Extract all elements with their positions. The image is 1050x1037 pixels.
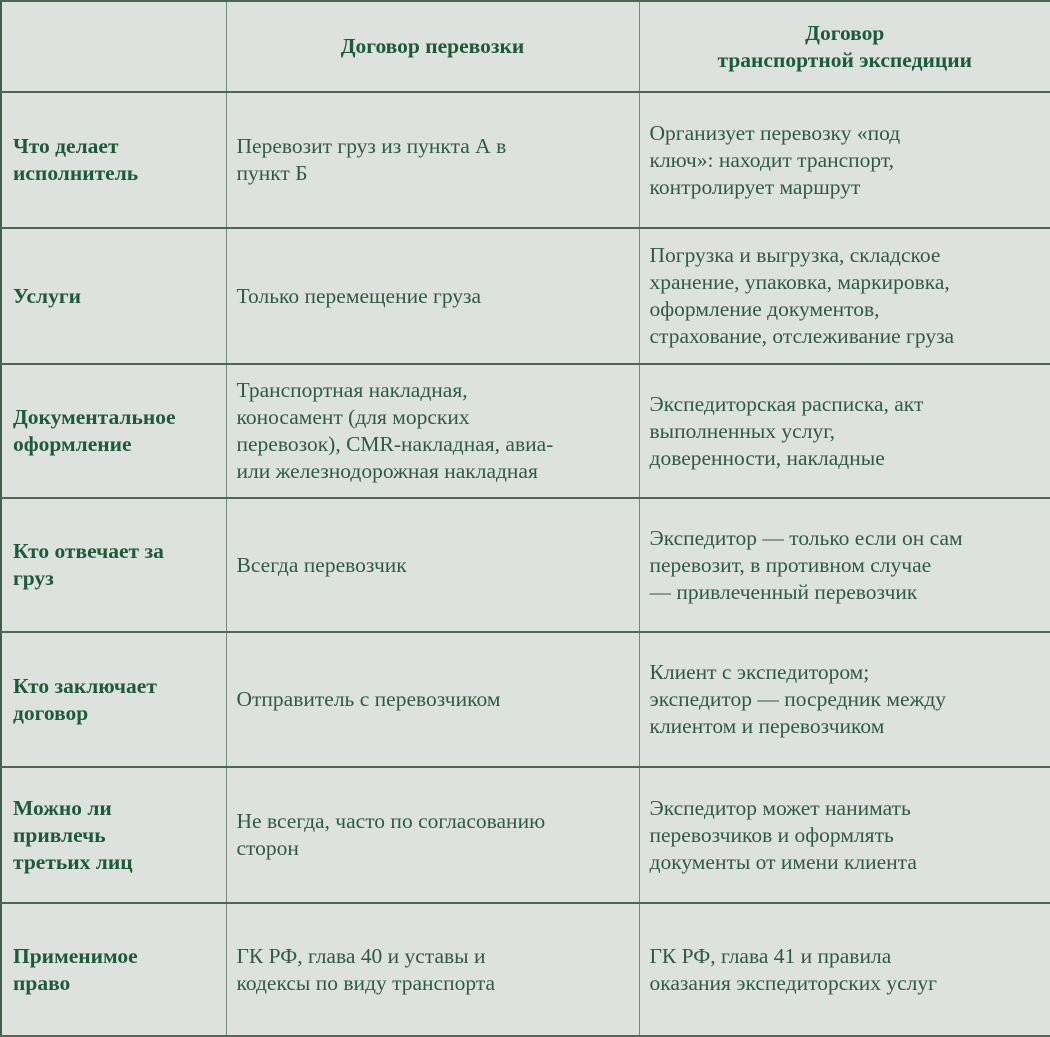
header-freight-forwarding-contract: Договор транспортной экспедиции bbox=[638, 0, 1050, 93]
row-label: Услуги bbox=[0, 227, 227, 365]
table-row: Кто отвечает за груз Всегда перевозчик Э… bbox=[0, 497, 1050, 633]
forwarding-cell: Клиент с экспедитором; экспедитор — поср… bbox=[638, 631, 1050, 768]
header-contract-of-carriage: Договор перевозки bbox=[225, 0, 640, 93]
header-empty-cell bbox=[0, 0, 227, 93]
forwarding-cell: Погрузка и выгрузка, складское хранение,… bbox=[638, 227, 1050, 365]
carriage-cell: ГК РФ, глава 40 и уставы и кодексы по ви… bbox=[225, 902, 640, 1037]
carriage-cell: Всегда перевозчик bbox=[225, 497, 640, 633]
table-row: Что делает исполнитель Перевозит груз из… bbox=[0, 91, 1050, 229]
row-label: Кто отвечает за груз bbox=[0, 497, 227, 633]
row-label: Что делает исполнитель bbox=[0, 91, 227, 229]
table-row: Применимое право ГК РФ, глава 40 и устав… bbox=[0, 902, 1050, 1037]
row-label: Документальное оформление bbox=[0, 363, 227, 499]
row-label: Можно ли привлечь третьих лиц bbox=[0, 766, 227, 904]
row-label: Применимое право bbox=[0, 902, 227, 1037]
table-row: Услуги Только перемещение груза Погрузка… bbox=[0, 227, 1050, 365]
carriage-cell: Перевозит груз из пункта А в пункт Б bbox=[225, 91, 640, 229]
forwarding-cell: Экспедитор — только если он сам перевози… bbox=[638, 497, 1050, 633]
forwarding-cell: Экспедитор может нанимать перевозчиков и… bbox=[638, 766, 1050, 904]
table-row: Кто заключает договор Отправитель с пере… bbox=[0, 631, 1050, 768]
carriage-cell: Отправитель с перевозчиком bbox=[225, 631, 640, 768]
forwarding-cell: Экспедиторская расписка, акт выполненных… bbox=[638, 363, 1050, 499]
header-row: Договор перевозки Договор транспортной э… bbox=[0, 0, 1050, 93]
table-row: Документальное оформление Транспортная н… bbox=[0, 363, 1050, 499]
table-row: Можно ли привлечь третьих лиц Не всегда,… bbox=[0, 766, 1050, 904]
row-label: Кто заключает договор bbox=[0, 631, 227, 768]
carriage-cell: Не всегда, часто по согласованию сторон bbox=[225, 766, 640, 904]
forwarding-cell: Организует перевозку «под ключ»: находит… bbox=[638, 91, 1050, 229]
forwarding-cell: ГК РФ, глава 41 и правила оказания экспе… bbox=[638, 902, 1050, 1037]
carriage-cell: Только перемещение груза bbox=[225, 227, 640, 365]
carriage-cell: Транспортная накладная, коносамент (для … bbox=[225, 363, 640, 499]
table-body: Что делает исполнитель Перевозит груз из… bbox=[0, 91, 1050, 1037]
